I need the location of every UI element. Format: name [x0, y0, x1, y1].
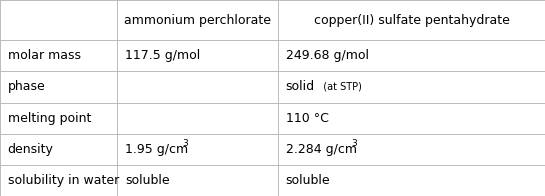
Text: solubility in water: solubility in water [8, 174, 119, 187]
Text: 3: 3 [182, 140, 188, 148]
Text: soluble: soluble [125, 174, 169, 187]
Text: (at STP): (at STP) [317, 82, 361, 92]
Text: 1.95 g/cm: 1.95 g/cm [125, 143, 188, 156]
Text: ammonium perchlorate: ammonium perchlorate [124, 14, 271, 27]
Text: 110 °C: 110 °C [286, 112, 329, 125]
Text: 249.68 g/mol: 249.68 g/mol [286, 49, 368, 62]
Text: 2.284 g/cm: 2.284 g/cm [286, 143, 356, 156]
Text: 117.5 g/mol: 117.5 g/mol [125, 49, 200, 62]
Text: melting point: melting point [8, 112, 91, 125]
Text: copper(II) sulfate pentahydrate: copper(II) sulfate pentahydrate [313, 14, 510, 27]
Text: 3: 3 [351, 140, 357, 148]
Text: phase: phase [8, 80, 45, 93]
Text: soluble: soluble [286, 174, 330, 187]
Text: solid: solid [286, 80, 314, 93]
Text: density: density [8, 143, 53, 156]
Text: molar mass: molar mass [8, 49, 81, 62]
